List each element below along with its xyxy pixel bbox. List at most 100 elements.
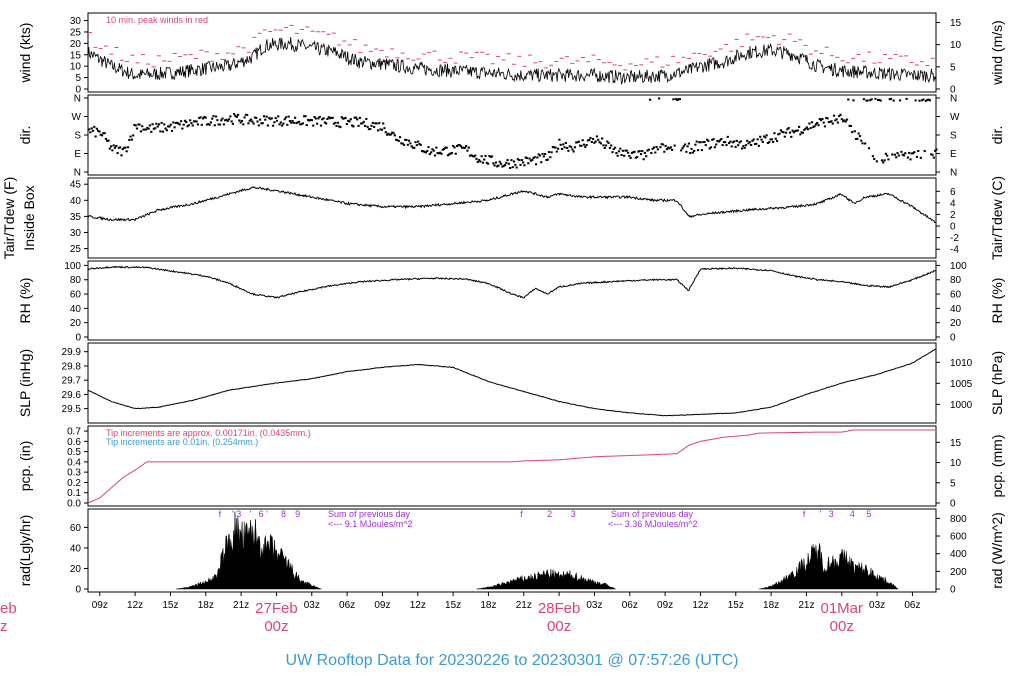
left-tick-label: 0.3 <box>67 468 81 479</box>
dir-point <box>344 116 347 119</box>
dir-point <box>553 146 556 149</box>
dir-point <box>782 131 785 134</box>
dir-point <box>229 115 232 118</box>
dir-point <box>712 138 715 141</box>
dir-point <box>757 144 761 147</box>
dir-point <box>895 156 898 159</box>
dir-point <box>654 151 657 154</box>
dir-point <box>686 145 689 148</box>
dir-point <box>400 142 403 145</box>
dir-point <box>524 156 527 159</box>
hour-marker: f <box>219 509 222 519</box>
dir-point <box>203 115 206 118</box>
dir-point <box>338 125 341 128</box>
pcp-note-2: Tip increments are 0.01in. (0.254mm.) <box>106 437 258 447</box>
dir-point <box>725 144 728 147</box>
dir-point <box>251 120 254 123</box>
dir-point <box>255 116 258 119</box>
dir-point <box>126 146 130 149</box>
dir-point <box>119 146 122 149</box>
wind-annotation: 10 min. peak winds in red <box>106 15 208 25</box>
dir-point <box>854 137 858 140</box>
dir-point <box>541 152 544 155</box>
dir-point <box>401 142 404 145</box>
left-tick-label: 29.5 <box>62 404 82 415</box>
dir-point <box>341 117 345 120</box>
dir-point <box>933 149 937 152</box>
dir-point <box>507 162 510 165</box>
dir-point <box>168 125 171 128</box>
dir-point <box>917 149 920 152</box>
dir-point <box>436 152 439 155</box>
left-tick-label: 20 <box>70 39 82 50</box>
dir-point <box>909 158 912 161</box>
dir-point <box>220 119 223 122</box>
dir-point <box>143 128 146 131</box>
dir-point <box>362 120 365 123</box>
dir-point <box>826 117 829 120</box>
hour-marker: 8 <box>281 509 286 519</box>
dir-point <box>284 116 288 119</box>
dir-point <box>286 123 289 126</box>
left-tick-label: 60 <box>70 523 82 534</box>
time-tick-label: 21z <box>233 600 249 611</box>
right-tick-label: 1005 <box>950 379 973 390</box>
dir-point <box>624 149 627 152</box>
dir-point <box>347 119 350 122</box>
dir-point <box>428 153 431 156</box>
dir-point <box>510 159 513 162</box>
dir-point <box>884 152 887 155</box>
dir-point <box>775 139 779 142</box>
dir-point <box>353 116 356 119</box>
dir-point <box>134 124 137 127</box>
dir-point <box>309 118 312 121</box>
dir-point <box>781 130 784 133</box>
time-tick-label: 18z <box>198 600 214 611</box>
dir-point <box>787 127 790 130</box>
dir-point <box>375 122 378 125</box>
dir-point <box>94 135 97 138</box>
rad-day1 <box>176 511 322 590</box>
dir-point <box>558 138 561 141</box>
dir-point <box>231 122 235 125</box>
dir-point <box>735 139 738 142</box>
dir-point <box>892 99 895 102</box>
right-tick-label: 400 <box>950 549 967 560</box>
dir-point <box>773 132 776 135</box>
hour-marker: 6 <box>259 509 264 519</box>
left-tick-label: N <box>74 168 81 179</box>
dir-point <box>857 132 860 135</box>
dir-point <box>501 165 504 168</box>
dir-point <box>466 149 469 152</box>
dir-point <box>243 116 246 119</box>
footer-title: UW Rooftop Data for 20230226 to 20230301… <box>286 652 739 669</box>
dir-point <box>790 135 793 138</box>
dir-point <box>357 124 360 127</box>
dir-point <box>819 119 823 122</box>
dir-point <box>225 118 228 121</box>
dir-point <box>711 138 714 141</box>
dir-point <box>842 120 845 123</box>
dir-point <box>493 164 496 167</box>
dir-point <box>226 119 229 122</box>
dir-point <box>567 149 570 152</box>
dir-point <box>408 139 411 142</box>
left-tick-label: 35 <box>70 212 82 223</box>
dir-point <box>376 129 380 132</box>
dir-point <box>902 154 906 157</box>
dir-point <box>467 146 470 149</box>
dir-point <box>591 137 595 140</box>
day-date-label: 27Feb <box>255 600 298 617</box>
dir-point <box>652 146 656 149</box>
dir-point <box>100 134 104 137</box>
dir-point <box>182 123 185 126</box>
dir-point <box>809 127 812 130</box>
day-z-label: 00z <box>547 618 571 635</box>
dir-point <box>786 128 789 131</box>
dir-point <box>576 141 579 144</box>
dir-point <box>845 118 849 121</box>
dir-point <box>240 120 244 123</box>
time-tick-label: 03z <box>304 600 320 611</box>
dir-point <box>152 127 155 130</box>
